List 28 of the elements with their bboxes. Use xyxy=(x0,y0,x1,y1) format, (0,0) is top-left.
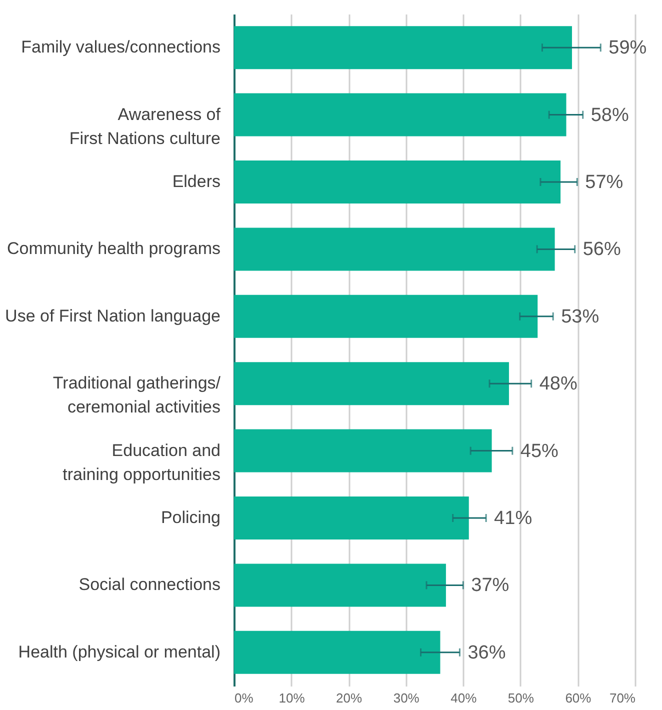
y-tick-label: Family values/connections xyxy=(21,38,220,57)
data-label: 59% xyxy=(608,38,647,59)
data-label: 58% xyxy=(590,104,630,126)
data-label: 48% xyxy=(539,374,578,395)
y-tick-label: Education and training opportunities xyxy=(62,440,220,484)
x-tick-label: 10% xyxy=(278,690,306,706)
x-tick-label: 40% xyxy=(450,690,478,706)
data-label: 57% xyxy=(585,172,624,193)
x-tick-label: 0% xyxy=(234,690,254,706)
y-tick-label: Awareness of First Nations culture xyxy=(69,104,221,148)
data-label: 36% xyxy=(468,642,506,664)
y-tick-label: Community health programs xyxy=(6,239,220,258)
x-tick-label: 20% xyxy=(336,690,363,706)
y-tick-label: Health (physical or mental) xyxy=(18,642,220,662)
data-label: 56% xyxy=(582,239,621,260)
y-tick-label: Use of First Nation language xyxy=(5,306,220,326)
data-label: 53% xyxy=(561,306,600,328)
y-tick-label: Policing xyxy=(160,508,220,527)
data-label: 41% xyxy=(494,508,532,529)
y-tick-label: Elders xyxy=(172,172,220,191)
x-tick-label: 70% xyxy=(609,690,636,706)
x-tick-label: 60% xyxy=(565,690,592,706)
x-tick-label: 50% xyxy=(508,690,534,706)
y-tick-label: Traditional gatherings/ ceremonial activities xyxy=(52,374,221,417)
data-label: 45% xyxy=(520,440,559,462)
data-label: 37% xyxy=(471,575,510,596)
x-tick-label: 30% xyxy=(393,690,420,706)
y-tick-label: Social connections xyxy=(78,575,220,594)
